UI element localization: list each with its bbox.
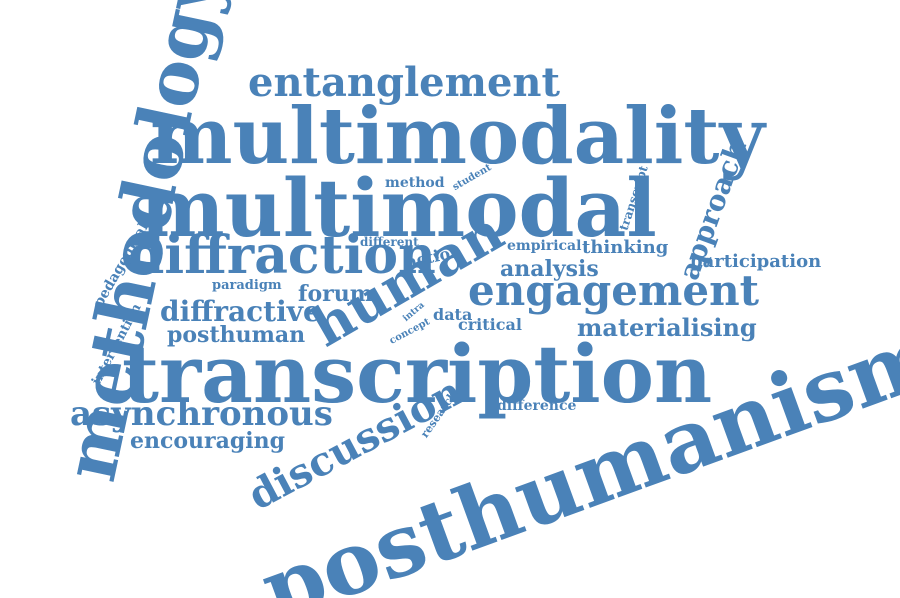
word-participation: participation [690, 251, 822, 272]
word-entanglement: entanglement [248, 59, 560, 106]
word-multimodal: multimodal [140, 161, 657, 255]
word-posthuman: posthuman [167, 322, 306, 348]
word-asynchronous: asynchronous [70, 394, 333, 434]
word-forum: forum [298, 281, 374, 307]
word-critical: critical [458, 315, 522, 334]
word-engagement: engagement [468, 266, 760, 315]
word-multimodality: multimodality [150, 91, 765, 182]
word-analysis: analysis [500, 256, 599, 282]
word-diffraction: diffraction [128, 225, 436, 286]
word-different: different [360, 235, 419, 249]
word-difference: difference [497, 398, 577, 414]
word-diffractive: diffractive [160, 295, 321, 328]
word-transcription: transcription [122, 327, 713, 421]
word-empirical: empirical [507, 238, 582, 254]
word-encouraging: encouraging [130, 428, 286, 454]
word-thinking: thinking [582, 237, 669, 258]
word-data: data [433, 305, 473, 324]
word-paradigm: paradigm [212, 278, 282, 293]
word-method: method [385, 175, 445, 191]
word-materialising: materialising [577, 313, 757, 342]
